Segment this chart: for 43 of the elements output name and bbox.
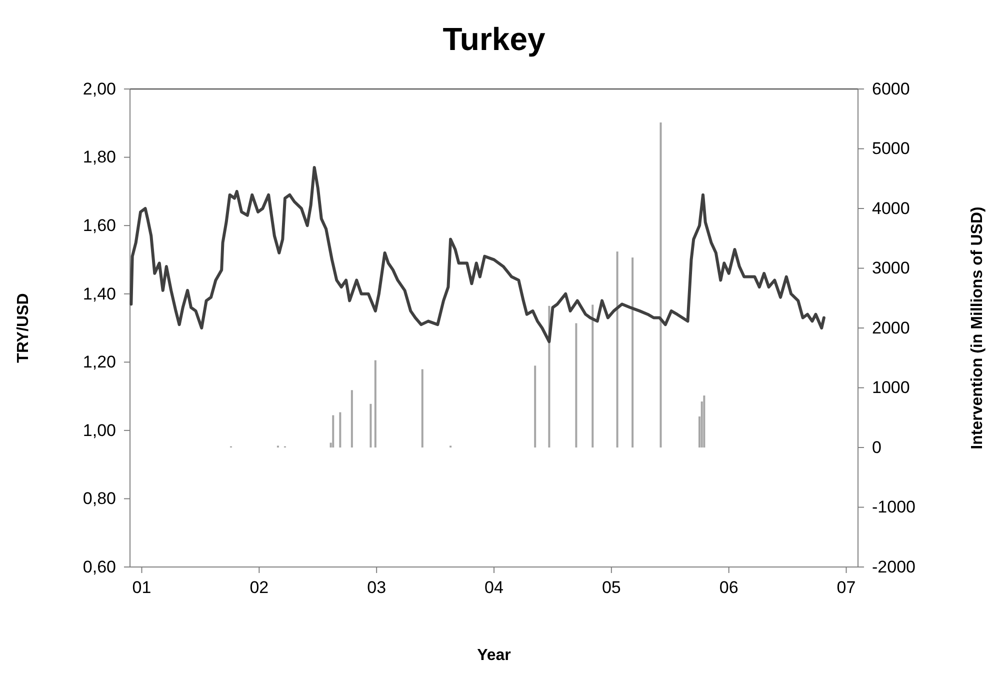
x-tick-label: 01 [132,578,152,598]
y-tick-label: 1,60 [82,216,116,236]
bar [575,323,578,448]
bar [660,122,662,448]
x-tick-label: 05 [602,578,621,598]
y-tick-label: 1,40 [82,284,116,304]
x-axis-title: Year [477,647,511,664]
y-tick-label: 1,00 [82,420,116,440]
x-tick-label: 03 [367,578,386,598]
bar [370,404,372,448]
bar [374,360,376,448]
y2-tick-label: 4000 [872,198,910,218]
y2-axis-title: Intervention (in Millions of USD) [969,206,986,450]
y-tick-label: 0,80 [82,489,116,508]
y-tick-label: 0,60 [82,557,116,576]
y2-tick-label: 6000 [872,79,910,98]
bar [421,369,424,448]
x-tick-label: 02 [250,578,269,598]
x-tick-label: 04 [484,578,504,598]
y2-tick-label: -2000 [872,557,916,576]
y-tick-label: 1,20 [82,352,116,372]
x-tick-label: 06 [719,578,738,598]
bar [616,252,618,448]
y2-tick-label: 3000 [872,258,910,278]
bar [339,412,342,448]
chart-title: Turkey [442,21,546,57]
y2-tick-label: 0 [872,438,882,457]
y2-tick-label: 5000 [872,139,910,158]
bar [592,304,594,448]
y-tick-label: 2,00 [82,79,116,98]
bar [632,257,634,448]
bar [350,390,353,448]
y-tick-label: 1,80 [82,148,116,167]
bar [548,306,550,448]
line-series [130,166,826,344]
y2-tick-label: 2000 [872,318,910,338]
bar [332,415,334,448]
bar [703,396,706,448]
y2-tick-label: -1000 [872,498,916,517]
y2-tick-label: 1000 [872,378,910,398]
x-tick-label: 07 [836,578,856,598]
y-axis-title: TRY/USD [15,293,32,363]
bar [534,366,536,448]
